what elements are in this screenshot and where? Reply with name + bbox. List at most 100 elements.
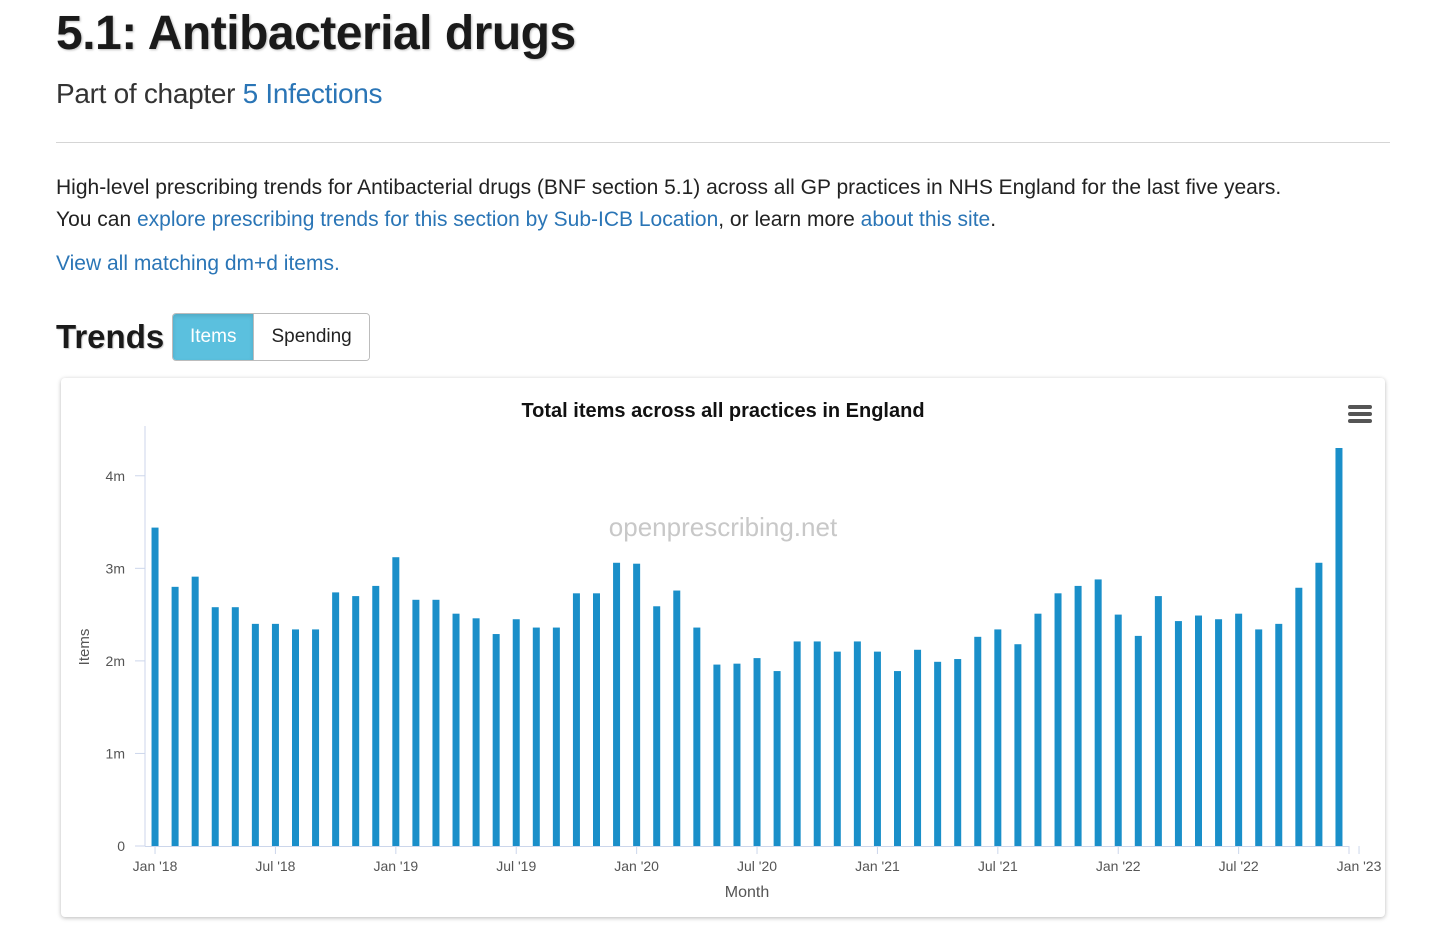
bar [191, 576, 199, 846]
bar [211, 607, 219, 846]
x-tick-label: Jan '19 [373, 858, 418, 874]
bar [1134, 635, 1142, 846]
bar [914, 649, 922, 846]
bar [1195, 615, 1202, 846]
bar [1174, 621, 1182, 846]
menu-bar [1348, 419, 1372, 423]
bar [873, 651, 881, 846]
bar [1154, 596, 1162, 846]
bar [412, 599, 420, 846]
x-tick-label: Jul '18 [255, 858, 295, 874]
bar [151, 527, 159, 846]
y-tick-label: 4m [106, 468, 125, 484]
bar [773, 671, 781, 846]
bar [833, 651, 841, 846]
bar [713, 664, 721, 846]
y-axis-title: Items [76, 629, 93, 666]
bar [1315, 562, 1323, 846]
bar [352, 596, 360, 846]
items-spending-toggle: Items Spending [172, 313, 370, 361]
explore-trends-link[interactable]: explore prescribing trends for this sect… [136, 208, 719, 231]
bar-chart: Total items across all practices in Engl… [76, 400, 1382, 901]
x-tick-label: Jul '22 [1219, 858, 1259, 874]
bar [1054, 593, 1062, 846]
bar [372, 585, 380, 846]
bar [492, 634, 500, 846]
bar [894, 671, 901, 846]
x-tick-label: Jan '20 [614, 858, 659, 874]
bar [532, 627, 540, 846]
bar [432, 599, 440, 846]
bar [312, 629, 320, 846]
bar [1255, 629, 1263, 846]
y-tick-label: 3m [106, 560, 125, 576]
chart-panel: Total items across all practices in Engl… [61, 378, 1385, 917]
spending-toggle-button[interactable]: Spending [253, 314, 369, 360]
bar [653, 606, 661, 846]
bar [633, 563, 641, 846]
bar [1094, 579, 1102, 846]
intro-line-2-middle: , or learn more [718, 208, 861, 231]
bar [793, 641, 801, 846]
bar [733, 663, 741, 846]
bar [472, 618, 480, 846]
bar [392, 557, 400, 846]
intro-line-2-suffix: . [990, 208, 997, 231]
bar [1215, 619, 1223, 846]
bar [693, 627, 701, 846]
trends-heading: Trends [56, 318, 165, 355]
bar [171, 586, 179, 846]
bar [974, 636, 982, 846]
subtitle-prefix: Part of chapter [56, 78, 243, 109]
bar [753, 658, 761, 846]
x-tick-label: Jan '18 [133, 858, 178, 874]
x-tick-label: Jul '20 [737, 858, 777, 874]
intro-text: High-level prescribing trends for Antiba… [56, 172, 1396, 236]
bar [593, 593, 600, 846]
x-tick-label: Jan '21 [855, 858, 900, 874]
chart-title: Total items across all practices in Engl… [521, 400, 924, 422]
bar [673, 590, 681, 846]
hamburger-menu-icon[interactable] [1348, 403, 1374, 425]
intro-line-1: High-level prescribing trends for Antiba… [56, 176, 1282, 199]
menu-bar [1348, 405, 1372, 409]
bar [251, 623, 259, 846]
y-tick-label: 1m [106, 745, 125, 761]
menu-bar [1348, 412, 1372, 416]
bar [512, 619, 520, 846]
items-toggle-button[interactable]: Items [173, 314, 254, 360]
bar [1114, 614, 1122, 846]
bar [1275, 623, 1283, 846]
bar [813, 641, 821, 846]
about-site-link[interactable]: about this site [860, 208, 991, 231]
x-tick-label: Jan '22 [1096, 858, 1141, 874]
bar [552, 627, 560, 846]
bar [271, 623, 279, 846]
intro-line-2-prefix: You can [56, 208, 137, 231]
bar [1335, 448, 1343, 846]
bar [853, 641, 861, 846]
bar [1014, 644, 1022, 846]
x-tick-label: Jan '23 [1337, 858, 1382, 874]
y-tick-label: 2m [106, 653, 125, 669]
x-tick-label: Jul '21 [978, 858, 1018, 874]
bar [332, 592, 340, 846]
view-dmd-items-link[interactable]: View all matching dm+d items. [56, 252, 340, 275]
bar [1034, 613, 1042, 846]
x-axis-title: Month [725, 884, 769, 901]
page-title: 5.1: Antibacterial drugs [56, 7, 576, 60]
bar [994, 629, 1002, 846]
bar [1235, 613, 1243, 846]
bar [934, 661, 942, 846]
header-divider [56, 142, 1390, 143]
chart-watermark: openprescribing.net [609, 512, 838, 542]
page-subtitle: Part of chapter 5 Infections [56, 78, 383, 110]
bar [452, 613, 460, 846]
chapter-link[interactable]: 5 Infections [242, 78, 383, 109]
bar [613, 562, 621, 846]
bar [292, 629, 299, 846]
bar [231, 607, 239, 846]
bar [1295, 587, 1303, 846]
bar [954, 659, 962, 846]
y-tick-label: 0 [117, 838, 125, 854]
